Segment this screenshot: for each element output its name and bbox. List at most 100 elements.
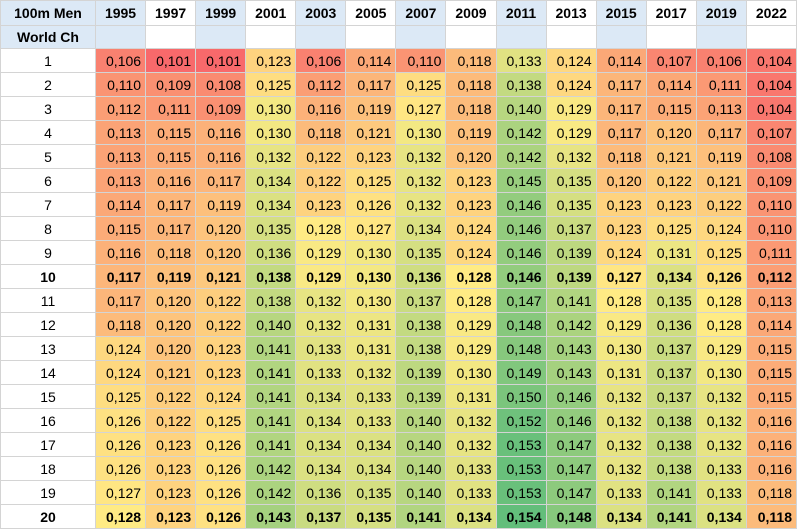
reaction-time: 0,153: [495, 432, 547, 457]
reaction-time: 0,109: [195, 96, 247, 121]
result-row: 6 0,113 0,116 0,117 0,134 0,122 0,125 0,132 0,12…: [0, 168, 797, 193]
reaction-time: 0,132: [545, 144, 597, 169]
reaction-time: 0,128: [445, 288, 497, 313]
reaction-time: 0,101: [145, 48, 197, 73]
reaction-time: 0,127: [94, 480, 147, 505]
reaction-time: 0,121: [345, 120, 397, 145]
reaction-time: 0,117: [345, 72, 397, 97]
reaction-time: 0,132: [295, 288, 347, 313]
header-blank: [395, 25, 447, 49]
reaction-time: 0,114: [745, 312, 797, 337]
reaction-time: 0,124: [445, 216, 497, 241]
reaction-time: 0,117: [595, 72, 647, 97]
year-header: 2007: [395, 0, 447, 26]
reaction-time: 0,130: [395, 120, 447, 145]
reaction-time: 0,116: [195, 144, 247, 169]
reaction-time: 0,117: [145, 192, 197, 217]
result-row: 18 0,126 0,123 0,126 0,142 0,134 0,134 0,140 0,1…: [0, 456, 797, 481]
reaction-time: 0,118: [595, 144, 647, 169]
reaction-time: 0,110: [745, 192, 797, 217]
reaction-time: 0,143: [545, 336, 597, 361]
reaction-time: 0,113: [745, 288, 797, 313]
reaction-time: 0,124: [545, 48, 597, 73]
header-blank: [295, 25, 347, 49]
reaction-time: 0,146: [495, 240, 547, 265]
header-blank: [495, 25, 547, 49]
reaction-time: 0,141: [245, 360, 297, 385]
reaction-time: 0,126: [195, 456, 247, 481]
reaction-time: 0,120: [645, 120, 697, 145]
result-row: 20 0,128 0,123 0,126 0,143 0,137 0,135 0,141 0,1…: [0, 504, 797, 529]
reaction-time: 0,121: [145, 360, 197, 385]
reaction-time: 0,117: [195, 168, 247, 193]
reaction-time: 0,136: [245, 240, 297, 265]
place: 2: [0, 72, 96, 97]
result-row: 1 0,106 0,101 0,101 0,123 0,106 0,114 0,110 0,11…: [0, 48, 797, 73]
reaction-time: 0,135: [545, 168, 597, 193]
place: 3: [0, 96, 96, 121]
reaction-time: 0,134: [345, 432, 397, 457]
reaction-time: 0,120: [595, 168, 647, 193]
reaction-time: 0,123: [445, 168, 497, 193]
reaction-time: 0,140: [395, 456, 447, 481]
reaction-time: 0,122: [195, 288, 247, 313]
reaction-time: 0,112: [94, 96, 147, 121]
result-row: 12 0,118 0,120 0,122 0,140 0,132 0,131 0,138 0,1…: [0, 312, 797, 337]
reaction-time: 0,152: [495, 408, 547, 433]
reaction-time: 0,123: [345, 144, 397, 169]
reaction-time: 0,124: [545, 72, 597, 97]
reaction-time: 0,141: [245, 336, 297, 361]
reaction-time: 0,122: [145, 384, 197, 409]
result-row: 8 0,115 0,117 0,120 0,135 0,128 0,127 0,134 0,12…: [0, 216, 797, 241]
reaction-time: 0,119: [695, 144, 747, 169]
reaction-time: 0,134: [295, 408, 347, 433]
reaction-time: 0,125: [195, 408, 247, 433]
reaction-time: 0,149: [495, 360, 547, 385]
place: 6: [0, 168, 96, 193]
reaction-time: 0,130: [345, 240, 397, 265]
reaction-time: 0,123: [145, 480, 197, 505]
reaction-time: 0,133: [345, 384, 397, 409]
reaction-time: 0,109: [145, 72, 197, 97]
reaction-time: 0,132: [395, 192, 447, 217]
reaction-time: 0,123: [245, 48, 297, 73]
header-blank: [645, 25, 697, 49]
reaction-time: 0,131: [445, 384, 497, 409]
reaction-time: 0,135: [345, 504, 397, 529]
reaction-time: 0,134: [295, 456, 347, 481]
reaction-time: 0,126: [195, 504, 247, 529]
reaction-time: 0,118: [295, 120, 347, 145]
reaction-time: 0,147: [495, 288, 547, 313]
result-row: 3 0,112 0,111 0,109 0,130 0,116 0,119 0,127 0,11…: [0, 96, 797, 121]
reaction-time: 0,133: [695, 480, 747, 505]
reaction-time: 0,135: [545, 192, 597, 217]
reaction-time: 0,138: [395, 312, 447, 337]
reaction-time: 0,129: [295, 264, 347, 289]
reaction-time: 0,120: [145, 312, 197, 337]
reaction-time: 0,132: [445, 432, 497, 457]
reaction-time: 0,112: [295, 72, 347, 97]
reaction-time: 0,107: [745, 120, 797, 145]
reaction-time: 0,138: [395, 336, 447, 361]
reaction-time: 0,130: [245, 120, 297, 145]
reaction-time: 0,116: [94, 240, 147, 265]
reaction-time: 0,139: [395, 384, 447, 409]
reaction-time: 0,140: [245, 312, 297, 337]
reaction-time: 0,119: [195, 192, 247, 217]
place: 12: [0, 312, 96, 337]
reaction-time: 0,132: [445, 408, 497, 433]
place: 11: [0, 288, 96, 313]
reaction-time: 0,113: [94, 120, 147, 145]
reaction-time: 0,124: [195, 384, 247, 409]
reaction-time: 0,120: [145, 288, 197, 313]
reaction-time: 0,136: [295, 480, 347, 505]
reaction-time: 0,111: [145, 96, 197, 121]
reaction-time: 0,120: [195, 240, 247, 265]
reaction-time: 0,108: [745, 144, 797, 169]
reaction-time: 0,125: [695, 240, 747, 265]
place: 13: [0, 336, 96, 361]
reaction-time: 0,117: [94, 264, 147, 289]
reaction-time: 0,122: [295, 144, 347, 169]
reaction-time: 0,122: [645, 168, 697, 193]
reaction-time: 0,146: [495, 216, 547, 241]
